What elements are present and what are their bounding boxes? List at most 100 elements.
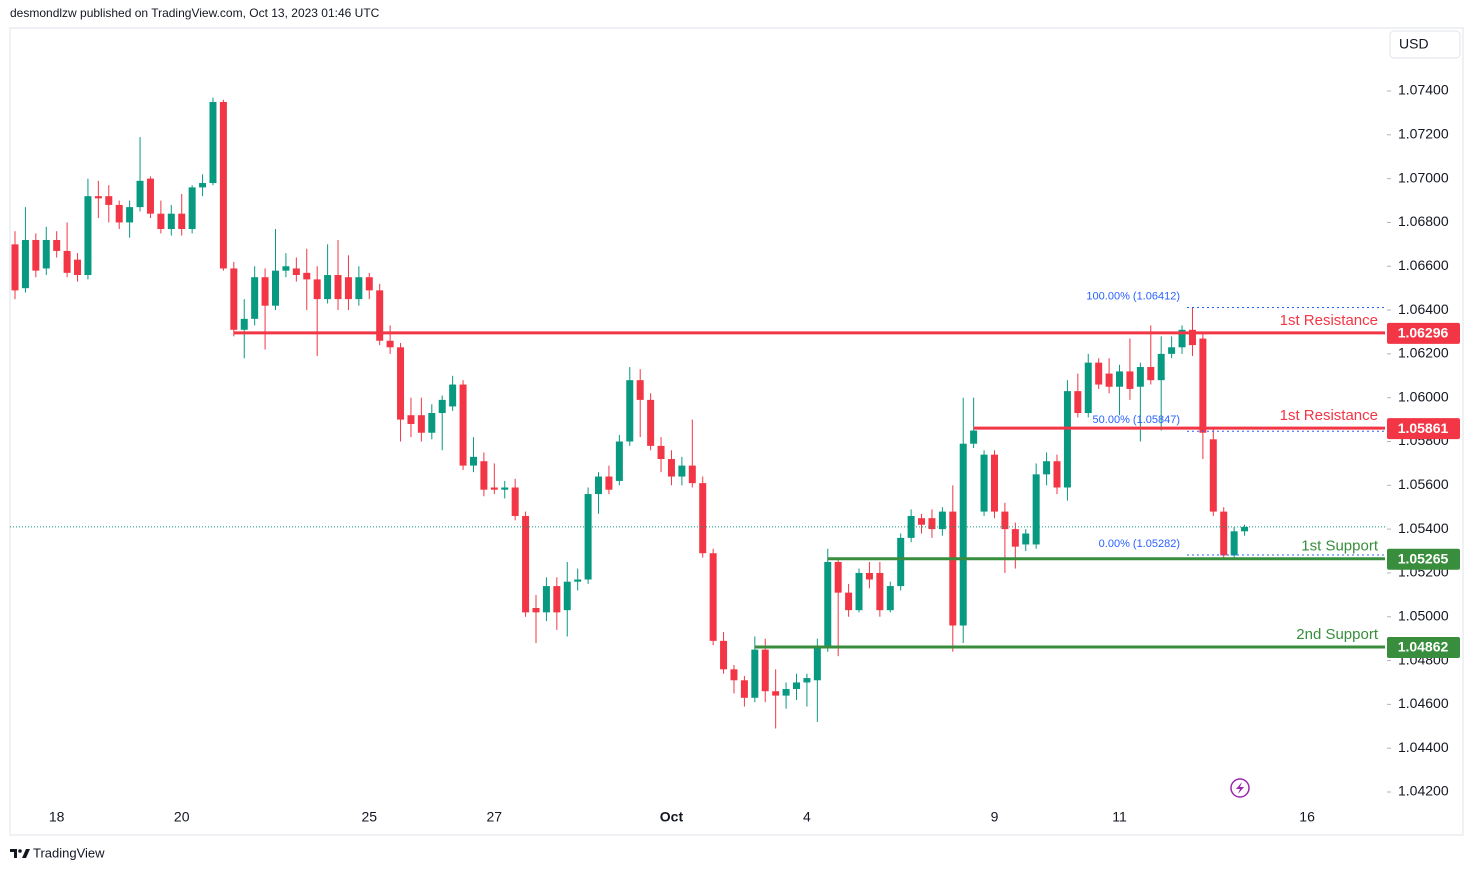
level-name: 1st Support bbox=[1301, 538, 1379, 555]
candle-body bbox=[469, 456, 477, 466]
x-tick-label: 18 bbox=[49, 809, 65, 825]
candle-body bbox=[949, 511, 957, 626]
candle-body bbox=[970, 430, 978, 444]
candle-body bbox=[657, 445, 665, 460]
candle-body bbox=[1220, 511, 1228, 556]
price-tag-label: 1.05265 bbox=[1398, 550, 1449, 566]
candle-body bbox=[855, 572, 863, 611]
candle-body bbox=[834, 561, 842, 593]
candle-body bbox=[1126, 371, 1134, 389]
candle-body bbox=[230, 268, 238, 330]
chart-frame bbox=[9, 27, 1464, 836]
candle-body bbox=[438, 399, 446, 414]
candle-body bbox=[1001, 511, 1009, 530]
candle-body bbox=[897, 537, 905, 587]
x-tick-label: 25 bbox=[361, 809, 377, 825]
candle-body bbox=[709, 553, 717, 641]
candle-body bbox=[1147, 367, 1155, 381]
candle-body bbox=[511, 487, 519, 516]
candle-body bbox=[1230, 531, 1238, 556]
footer-brand: TradingView bbox=[33, 845, 105, 860]
candle-body bbox=[688, 465, 696, 484]
candle-body bbox=[1032, 474, 1040, 545]
candle-body bbox=[553, 586, 561, 613]
y-tick-label: 1.05600 bbox=[1398, 476, 1449, 492]
candle-body bbox=[667, 459, 675, 477]
candle-body bbox=[980, 454, 988, 512]
candle-body bbox=[334, 275, 342, 300]
price-tag-label: 1.05861 bbox=[1398, 420, 1449, 436]
candle-body bbox=[959, 443, 967, 626]
candle-body bbox=[542, 586, 550, 613]
y-tick-label: 1.04200 bbox=[1398, 783, 1449, 799]
candle-body bbox=[1168, 347, 1176, 354]
logo-part bbox=[18, 849, 22, 853]
candle-body bbox=[647, 399, 655, 446]
candle-body bbox=[876, 572, 884, 611]
candle-body bbox=[803, 678, 811, 683]
logo-part bbox=[10, 849, 17, 858]
price-tag bbox=[1387, 548, 1460, 570]
y-tick-label: 1.06000 bbox=[1398, 388, 1449, 404]
y-tick-label: 1.06600 bbox=[1398, 257, 1449, 273]
candle-body bbox=[730, 669, 738, 681]
candle-body bbox=[751, 649, 759, 698]
candle-body bbox=[209, 101, 217, 184]
candle-body bbox=[397, 347, 405, 420]
level-name: 2nd Support bbox=[1296, 626, 1379, 643]
candle-body bbox=[918, 518, 926, 525]
candle-body bbox=[761, 649, 769, 692]
y-tick-label: 1.07000 bbox=[1398, 169, 1449, 185]
candle-body bbox=[845, 592, 853, 611]
candle-body bbox=[501, 487, 509, 490]
candle-body bbox=[1116, 371, 1124, 387]
candle-body bbox=[21, 239, 29, 289]
candle-body bbox=[1084, 362, 1092, 414]
y-tick-label: 1.06200 bbox=[1398, 345, 1449, 361]
candle-body bbox=[365, 277, 373, 291]
candle-body bbox=[772, 691, 780, 696]
candle-body bbox=[355, 277, 363, 300]
candle-body bbox=[459, 384, 467, 466]
price-tag-label: 1.06296 bbox=[1398, 325, 1449, 341]
logo-part bbox=[22, 849, 30, 858]
candle-body bbox=[605, 476, 613, 490]
fib-label: 100.00% (1.06412) bbox=[1086, 290, 1180, 302]
level-name: 1st Resistance bbox=[1280, 312, 1378, 329]
candle-body bbox=[417, 415, 425, 433]
y-tick-label: 1.05000 bbox=[1398, 607, 1449, 623]
candle-body bbox=[1157, 353, 1165, 381]
lightning-icon[interactable] bbox=[1230, 778, 1250, 798]
candle-body bbox=[1241, 526, 1249, 532]
y-tick-label: 1.06800 bbox=[1398, 213, 1449, 229]
candle-body bbox=[1178, 329, 1186, 348]
candle-body bbox=[178, 213, 186, 230]
level-name: 1st Resistance bbox=[1280, 407, 1378, 424]
candle-body bbox=[407, 415, 415, 424]
candle-body bbox=[188, 187, 196, 230]
y-tick-label: 1.04600 bbox=[1398, 695, 1449, 711]
candle-body bbox=[1043, 461, 1051, 475]
candle-body bbox=[1011, 529, 1019, 547]
currency-box[interactable] bbox=[1389, 30, 1461, 59]
candle-body bbox=[1105, 373, 1113, 387]
candle-body bbox=[292, 268, 300, 276]
currency: USD bbox=[1399, 36, 1429, 52]
candle-body bbox=[907, 515, 915, 538]
price-tag bbox=[1387, 322, 1460, 344]
x-tick-label: 27 bbox=[487, 809, 503, 825]
candle-body bbox=[261, 277, 269, 306]
candle-body bbox=[1053, 461, 1061, 488]
candle-body bbox=[94, 196, 102, 199]
candle-body bbox=[720, 640, 728, 670]
candle-body bbox=[928, 518, 936, 530]
candle-body bbox=[84, 196, 92, 276]
candle-body bbox=[376, 290, 384, 341]
y-tick-label: 1.06400 bbox=[1398, 301, 1449, 317]
x-tick-label: 16 bbox=[1299, 809, 1315, 825]
fib-label: 0.00% (1.05282) bbox=[1099, 538, 1180, 550]
y-tick-label: 1.07400 bbox=[1398, 82, 1449, 98]
candle-body bbox=[105, 196, 113, 205]
candle-body bbox=[428, 413, 436, 433]
candle-body bbox=[824, 561, 832, 648]
